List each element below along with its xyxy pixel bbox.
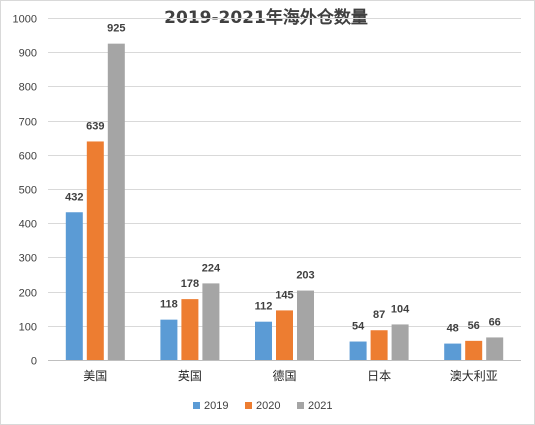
bar-2021-4 — [486, 337, 504, 360]
data-label: 178 — [181, 278, 199, 290]
data-label: 639 — [86, 120, 104, 132]
data-label: 118 — [160, 299, 178, 311]
data-label: 203 — [296, 270, 314, 282]
bar-2019-2 — [255, 321, 272, 360]
legend-swatch — [297, 402, 304, 409]
bar-2020-4 — [465, 340, 483, 360]
data-label: 48 — [447, 323, 459, 335]
y-tick-label: 1000 — [13, 14, 37, 26]
legend: 2019 2020 2021 — [193, 400, 332, 412]
category-label: 英国 — [178, 369, 202, 383]
data-label: 54 — [352, 321, 365, 333]
category-label: 美国 — [83, 369, 107, 383]
y-tick-label: 500 — [19, 185, 37, 197]
y-tick-label: 800 — [19, 82, 37, 94]
data-label: 112 — [255, 301, 273, 313]
category-label: 澳大利亚 — [450, 369, 498, 383]
y-tick-label: 100 — [19, 322, 37, 334]
bar-2020-3 — [370, 330, 388, 360]
bar-2019-3 — [349, 341, 367, 360]
y-tick-label: 200 — [19, 288, 37, 300]
legend-label: 2020 — [256, 400, 280, 412]
data-label: 145 — [275, 289, 293, 301]
data-label: 925 — [107, 23, 125, 35]
legend-swatch — [193, 402, 200, 409]
category-label: 德国 — [272, 368, 296, 383]
data-label: 56 — [468, 320, 480, 332]
bar-2021-3 — [391, 324, 409, 360]
y-tick-label: 600 — [19, 151, 37, 163]
bar-2020-0 — [86, 141, 104, 360]
bar-2020-2 — [276, 310, 293, 360]
y-tick-label: 400 — [19, 219, 37, 231]
label-layer: 0 100 200 300 400 500 600 700 800 900 1000 432 639 92… — [13, 14, 501, 384]
bar-2020-1 — [181, 299, 199, 360]
y-tick-label: 900 — [19, 48, 37, 60]
legend-label: 2021 — [308, 400, 332, 412]
y-tick-label: 700 — [19, 117, 37, 129]
legend-label: 2019 — [204, 400, 228, 412]
bar-2021-2 — [297, 290, 314, 360]
bar-2019-1 — [160, 319, 178, 360]
bar-2019-0 — [65, 212, 83, 360]
chart-title: 2019-2021年海外仓数量 — [164, 7, 368, 28]
data-label: 104 — [391, 303, 410, 315]
legend-swatch — [245, 402, 252, 409]
bar-2019-4 — [444, 343, 462, 360]
bar-2021-0 — [107, 43, 125, 361]
y-tick-label: 0 — [31, 356, 37, 368]
bar-layer — [65, 43, 504, 361]
bar-2021-1 — [202, 283, 220, 360]
data-label: 66 — [489, 316, 501, 328]
category-label: 日本 — [367, 369, 391, 383]
y-tick-label: 300 — [19, 253, 37, 265]
data-label: 87 — [373, 309, 385, 321]
data-label: 432 — [65, 191, 83, 203]
data-label: 224 — [202, 262, 221, 274]
grid-layer — [48, 18, 521, 361]
